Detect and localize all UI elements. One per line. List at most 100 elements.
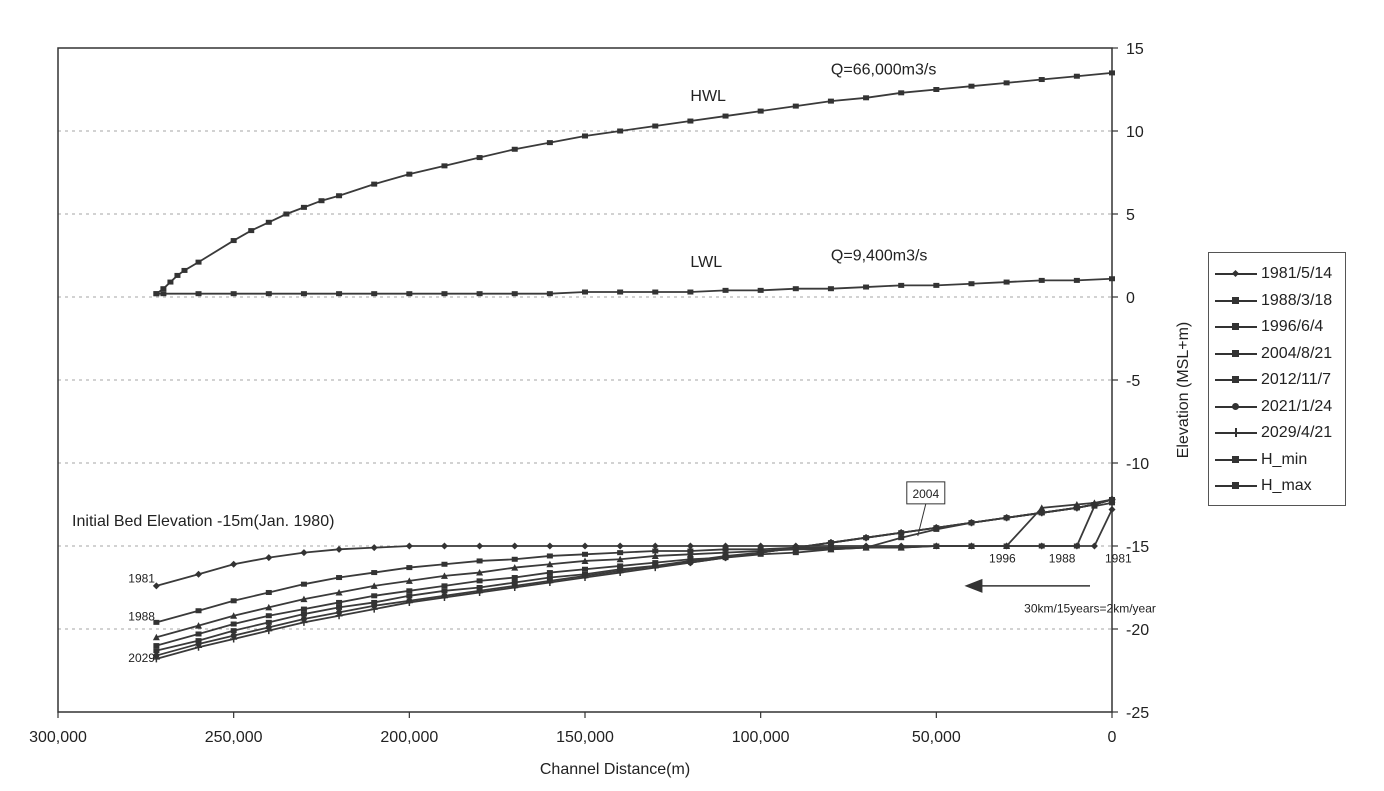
data-point: [863, 545, 870, 551]
data-point: [441, 588, 448, 594]
x-tick-label: 250,000: [205, 729, 263, 746]
data-point: [686, 542, 694, 550]
data-point: [898, 282, 905, 288]
legend-label: 2021/1/24: [1261, 397, 1333, 415]
data-point: [371, 291, 378, 297]
data-point: [476, 588, 484, 596]
data-point: [195, 638, 202, 644]
data-point: [265, 603, 273, 611]
data-point: [195, 608, 202, 614]
legend-label: H_max: [1261, 477, 1312, 495]
annotation-label: 2029: [128, 651, 155, 665]
data-point: [722, 554, 730, 562]
data-point: [581, 574, 589, 582]
data-point: [1003, 542, 1011, 549]
data-point: [371, 593, 378, 599]
series-2029-4-21: [152, 496, 1116, 663]
data-point: [511, 146, 518, 152]
series-H-max: [153, 70, 1115, 297]
data-point: [968, 83, 975, 89]
legend-item: 2029/4/21: [1209, 420, 1345, 447]
data-point: [440, 572, 448, 579]
data-point: [757, 549, 765, 557]
x-tick-label: 200,000: [380, 729, 438, 746]
legend-swatch: [1215, 294, 1257, 308]
data-point: [898, 535, 905, 541]
data-point: [476, 585, 483, 590]
y-tick-label: -5: [1126, 373, 1140, 390]
data-point: [195, 631, 202, 637]
legend-swatch: [1215, 373, 1257, 387]
data-point: [153, 643, 160, 649]
legend-swatch: [1215, 453, 1257, 467]
data-point: [300, 595, 308, 603]
y-axis-label: Elevation (MSL+m): [1175, 322, 1192, 459]
legend-label: 2004/8/21: [1261, 344, 1333, 362]
annotation-label: 30km/15years=2km/year: [1024, 601, 1156, 615]
series-layer: [152, 70, 1116, 663]
data-point: [651, 564, 659, 572]
data-point: [230, 238, 237, 244]
data-point: [370, 582, 378, 589]
axes: 300,000 250,000 200,000 150,000 100,000 50,00…: [29, 41, 1192, 778]
data-point: [318, 198, 325, 204]
data-point: [897, 544, 905, 551]
y-tick-label: 15: [1126, 41, 1144, 58]
data-point: [195, 259, 202, 265]
data-point: [582, 289, 588, 295]
data-point: [1003, 80, 1010, 86]
data-point: [441, 583, 448, 589]
legend-item: H_min: [1209, 447, 1345, 474]
legend-item: 2004/8/21: [1209, 341, 1345, 368]
data-point: [863, 284, 870, 290]
legend-item: H_max: [1209, 473, 1345, 500]
data-point: [617, 128, 624, 134]
legend-item: 1996/6/4: [1209, 314, 1345, 341]
y-tick-label: 10: [1126, 124, 1144, 141]
data-point: [174, 272, 181, 278]
data-point: [336, 291, 343, 297]
data-point: [265, 554, 273, 562]
data-point: [1038, 277, 1045, 283]
data-point: [195, 643, 203, 651]
data-point: [967, 519, 975, 527]
data-point: [546, 575, 553, 581]
data-point: [511, 291, 518, 297]
legend-item: 2012/11/7: [1209, 367, 1345, 394]
data-point: [582, 566, 588, 572]
data-point: [230, 598, 237, 604]
data-point: [933, 87, 940, 92]
data-point: [1038, 77, 1045, 83]
data-point: [283, 211, 290, 217]
data-point: [153, 291, 160, 297]
data-point: [336, 575, 343, 581]
data-point: [230, 628, 237, 634]
data-point: [370, 544, 378, 552]
data-point: [1090, 542, 1098, 550]
data-point: [371, 570, 378, 576]
data-point: [153, 619, 160, 625]
data-point: [230, 635, 238, 643]
data-point: [300, 581, 307, 587]
annotation-label: 1996: [989, 552, 1016, 566]
data-point: [1038, 509, 1046, 517]
data-point: [371, 181, 378, 187]
legend-item: 2021/1/24: [1209, 394, 1345, 421]
data-point: [687, 118, 694, 124]
annotation-label: 1981: [1105, 552, 1132, 566]
data-point: [265, 219, 272, 225]
data-point: [686, 550, 694, 558]
data-point: [546, 579, 554, 587]
data-point: [1073, 277, 1080, 283]
data-point: [1038, 543, 1045, 549]
series-H-min: [153, 276, 1115, 297]
data-point: [335, 545, 343, 553]
data-point: [405, 542, 413, 550]
annotation-label: 2004: [912, 487, 939, 501]
data-point: [336, 604, 343, 610]
data-point: [651, 552, 659, 559]
data-point: [406, 565, 413, 571]
data-point: [863, 95, 870, 101]
x-tick-label: 100,000: [732, 729, 790, 746]
